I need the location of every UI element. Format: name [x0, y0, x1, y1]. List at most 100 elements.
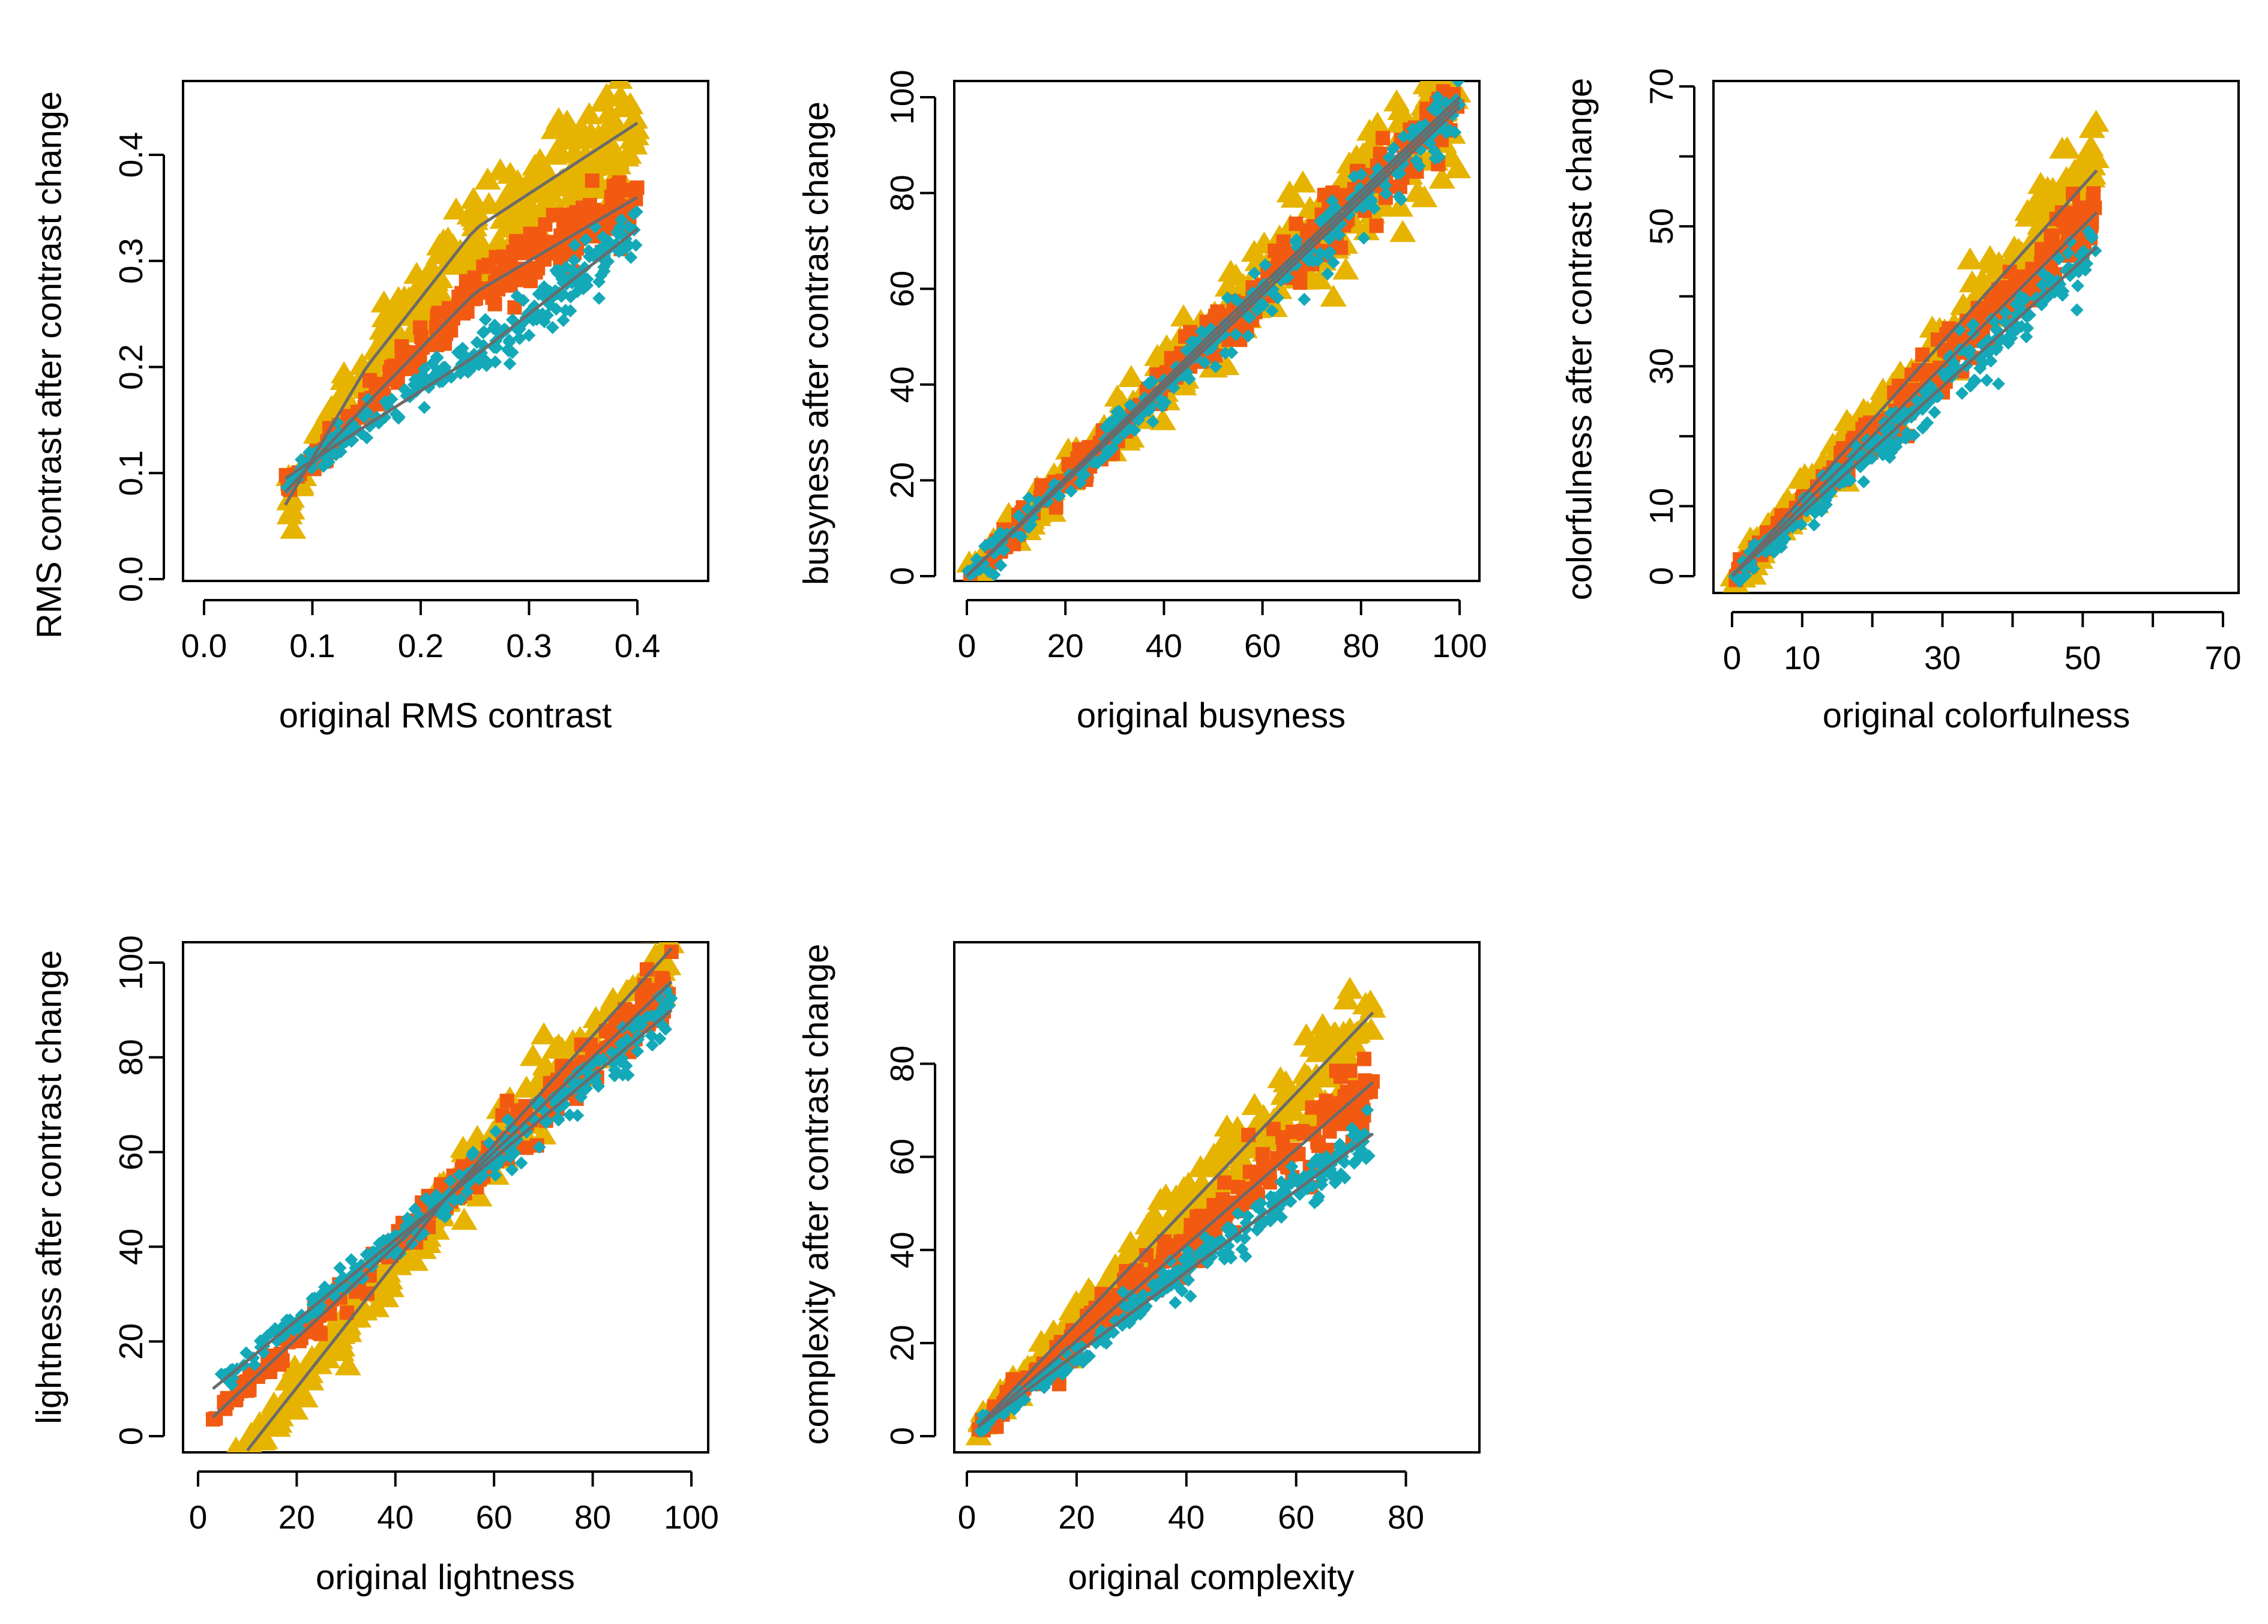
- data-point-triangle: [410, 1236, 437, 1259]
- data-point-square: [1131, 1267, 1146, 1282]
- y-tick-label: 20: [883, 1325, 921, 1361]
- data-point-triangle: [1151, 1217, 1178, 1239]
- x-tick-label: 0: [958, 627, 976, 664]
- data-point-diamond: [568, 238, 582, 252]
- data-point-triangle: [1386, 194, 1413, 217]
- data-point-triangle: [278, 497, 305, 520]
- fit-line-square: [976, 1081, 1374, 1428]
- data-point-diamond: [1955, 343, 1969, 356]
- y-tick-label: 80: [112, 1039, 149, 1075]
- data-point-diamond: [344, 1253, 358, 1267]
- data-point-diamond: [398, 383, 412, 397]
- x-tick-label: 0: [189, 1499, 208, 1536]
- data-point-triangle: [1387, 98, 1414, 121]
- data-point-diamond: [556, 313, 570, 327]
- data-point-triangle: [1332, 257, 1359, 280]
- data-point-diamond: [430, 1188, 444, 1202]
- data-point-square: [554, 247, 569, 262]
- data-point-diamond: [1226, 1223, 1239, 1236]
- x-tick-label: 40: [1146, 627, 1182, 664]
- y-tick-label: 0.2: [112, 344, 149, 389]
- data-point-triangle: [1295, 1064, 1322, 1087]
- data-point-square: [1357, 1051, 1372, 1066]
- x-tick-label: 0.1: [289, 627, 335, 664]
- y-tick-label: 0.3: [112, 238, 149, 284]
- data-point-diamond: [592, 291, 606, 305]
- data-point-square: [1139, 1248, 1154, 1263]
- data-point-triangle: [2073, 149, 2101, 172]
- x-tick-label: 80: [574, 1499, 611, 1536]
- y-axis-title: RMS contrast after contrast change: [30, 91, 69, 639]
- fit-line-diamond: [1731, 246, 2098, 577]
- data-point-diamond: [1397, 130, 1410, 143]
- data-point-diamond: [1289, 235, 1303, 249]
- data-point-triangle: [414, 272, 441, 295]
- data-point-diamond: [1184, 1289, 1197, 1303]
- data-point-triangle: [1353, 218, 1380, 241]
- data-point-triangle: [555, 127, 582, 150]
- data-point-square: [451, 289, 466, 304]
- y-tick-label: 100: [112, 935, 149, 990]
- data-point-diamond: [1394, 193, 1408, 206]
- data-point-square: [413, 320, 428, 335]
- x-tick-label: 80: [1388, 1499, 1424, 1536]
- data-point-diamond: [501, 1113, 515, 1126]
- data-point-diamond: [1022, 491, 1036, 505]
- data-point-square: [390, 375, 405, 390]
- x-tick-label: 0.0: [181, 627, 227, 664]
- data-point-diamond: [1999, 306, 2012, 320]
- data-point-triangle: [370, 290, 397, 313]
- data-point-diamond: [1808, 506, 1822, 520]
- data-point-triangle: [385, 1253, 412, 1275]
- data-point-square: [664, 944, 679, 959]
- data-point-triangle: [1293, 1023, 1320, 1045]
- data-point-diamond: [1128, 423, 1142, 437]
- data-point-square: [1891, 379, 1906, 394]
- data-point-square: [441, 301, 456, 316]
- data-point-diamond: [473, 349, 487, 363]
- data-point-diamond: [652, 990, 666, 1003]
- data-point-diamond: [2078, 263, 2092, 277]
- data-point-diamond: [594, 269, 608, 283]
- data-point-diamond: [1064, 484, 1078, 498]
- data-point-diamond: [1412, 159, 1426, 173]
- data-point-diamond: [620, 241, 634, 254]
- data-point-triangle: [442, 197, 470, 220]
- data-point-triangle: [451, 1207, 478, 1230]
- data-point-diamond: [1361, 1103, 1374, 1117]
- data-point-diamond: [407, 378, 421, 392]
- y-tick-label: 30: [1643, 348, 1680, 385]
- data-point-square: [1894, 395, 1909, 410]
- data-point-diamond: [476, 1168, 490, 1182]
- data-point-diamond: [2081, 224, 2095, 238]
- data-point-triangle: [613, 978, 640, 1001]
- data-point-triangle: [390, 300, 417, 323]
- data-point-diamond: [2020, 330, 2033, 344]
- x-tick-label: 0.4: [615, 627, 660, 664]
- y-tick-label: 60: [112, 1134, 149, 1170]
- data-point-diamond: [1379, 187, 1393, 200]
- data-point-diamond: [412, 1229, 426, 1243]
- data-point-square: [1184, 1218, 1199, 1233]
- data-point-square: [1268, 243, 1283, 258]
- data-point-diamond: [333, 1261, 347, 1275]
- data-point-diamond: [564, 290, 577, 304]
- data-point-diamond: [2015, 320, 2029, 334]
- data-point-diamond: [645, 1029, 658, 1042]
- data-point-diamond: [1298, 292, 1311, 306]
- data-point-diamond: [616, 1068, 630, 1082]
- data-point-diamond: [1448, 125, 1462, 139]
- data-point-diamond: [622, 220, 636, 233]
- data-point-diamond: [1112, 404, 1126, 418]
- data-point-diamond: [502, 335, 516, 349]
- x-tick-label: 0.2: [398, 627, 444, 664]
- data-point-diamond: [1241, 1209, 1255, 1223]
- fit-line-triangle: [284, 121, 639, 506]
- y-tick-label: 80: [883, 1045, 921, 1082]
- data-point-diamond: [296, 1311, 310, 1325]
- data-point-triangle: [1170, 304, 1197, 326]
- fit-line-diamond: [284, 227, 639, 480]
- data-point-diamond: [1169, 1296, 1182, 1310]
- data-point-diamond: [987, 568, 1001, 581]
